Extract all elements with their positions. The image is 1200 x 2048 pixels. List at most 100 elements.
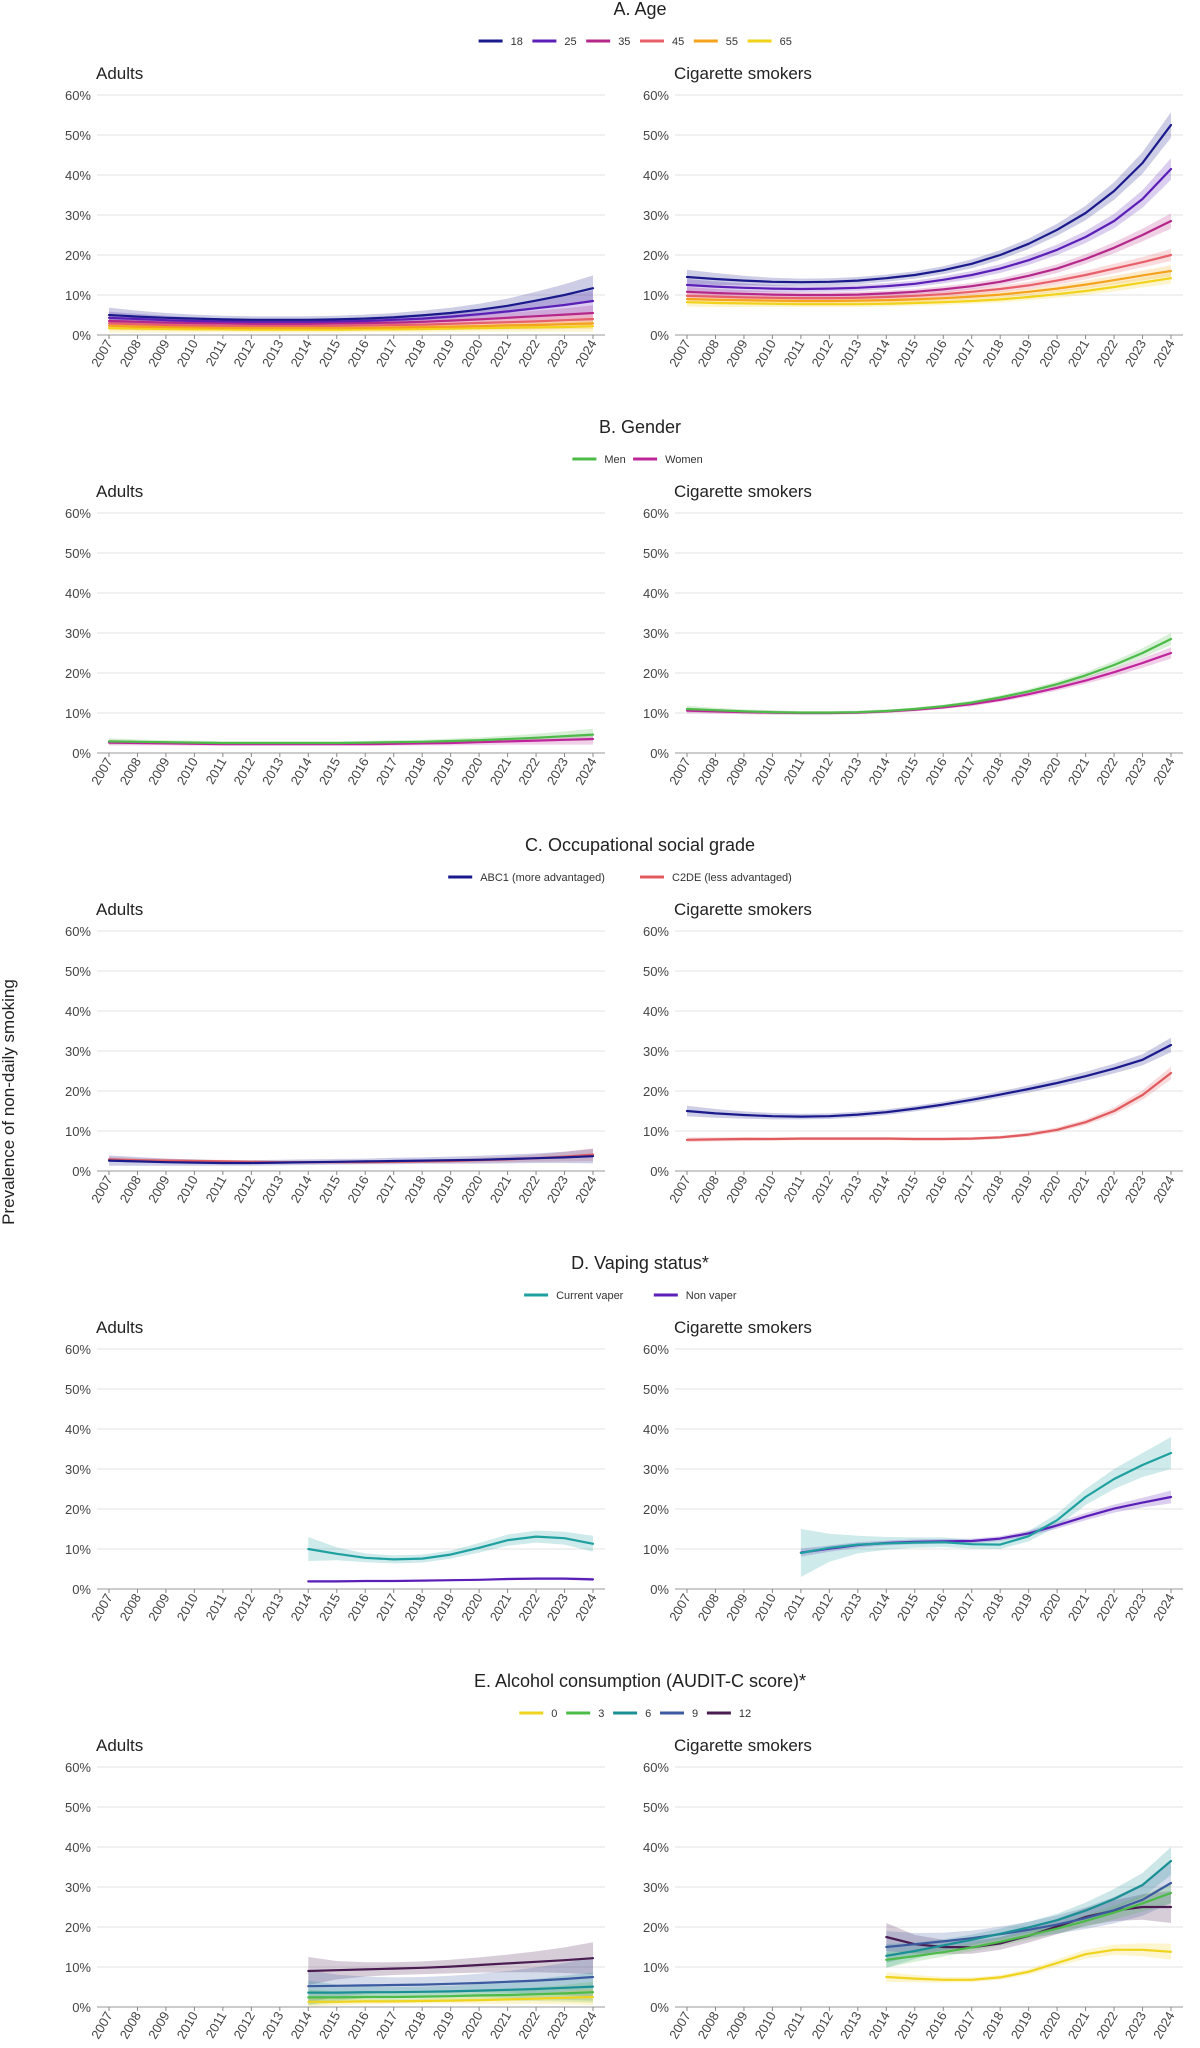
series-band — [886, 1863, 1171, 1963]
x-tick-label: 2023 — [544, 2009, 571, 2042]
series-band — [687, 633, 1171, 715]
series-line — [107, 325, 595, 331]
x-tick-label: 2022 — [515, 1173, 542, 1206]
y-tick-label: 20% — [643, 666, 669, 681]
x-tick-label: 2021 — [1065, 2009, 1092, 2042]
x-tick-label: 2008 — [695, 1591, 722, 1624]
x-tick-label: 2008 — [695, 2009, 722, 2042]
x-tick-label: 2010 — [174, 1591, 201, 1624]
series-line — [885, 1859, 1173, 1957]
x-tick-label: 2018 — [979, 1591, 1006, 1624]
y-tick-label: 40% — [65, 1422, 91, 1437]
series-line — [307, 1975, 595, 1988]
x-tick-label: 2014 — [287, 1173, 314, 1206]
x-tick-label: 2021 — [487, 1173, 514, 1206]
x-tick-label: 2013 — [837, 1591, 864, 1624]
y-tick-label: 10% — [643, 1960, 669, 1975]
x-tick-label: 2018 — [401, 1173, 428, 1206]
y-tick-label: 60% — [643, 506, 669, 521]
x-tick-label: 2011 — [781, 2009, 808, 2041]
legend-label: 45 — [672, 36, 684, 48]
x-tick-label: 2019 — [430, 1173, 457, 1206]
x-tick-label: 2015 — [316, 755, 343, 788]
y-tick-label: 0% — [650, 2000, 669, 2015]
panel-smokers: Cigarette smokers 0% 10% 20% 30% 40% 50% 60% 200… — [643, 900, 1183, 1206]
series-line — [685, 1071, 1173, 1141]
x-tick-label: 2015 — [894, 2009, 921, 2042]
y-tick-label: 0% — [72, 1582, 91, 1597]
panel-title: Adults — [96, 482, 143, 501]
y-tick-label: 50% — [65, 546, 91, 561]
series-band — [886, 1943, 1171, 1983]
x-tick-label: 2023 — [544, 755, 571, 788]
x-tick-label: 2013 — [259, 755, 286, 788]
x-tick-label: 2012 — [230, 1173, 257, 1206]
x-tick-label: 2009 — [145, 2009, 172, 2042]
y-tick-label: 20% — [65, 248, 91, 263]
x-tick-label: 2018 — [979, 2009, 1006, 2042]
x-tick-label: 2023 — [1122, 1173, 1149, 1206]
x-tick-label: 2024 — [1150, 337, 1177, 370]
x-tick-label: 2017 — [373, 1591, 400, 1624]
y-tick-label: 50% — [65, 964, 91, 979]
y-tick-label: 50% — [643, 964, 669, 979]
series-line — [307, 1991, 595, 1999]
y-tick-label: 10% — [643, 706, 669, 721]
x-tick-label: 2010 — [752, 1591, 779, 1624]
x-tick-label: 2023 — [1122, 755, 1149, 788]
x-tick-label: 2007 — [666, 1591, 693, 1624]
x-tick-label: 2007 — [88, 337, 115, 370]
x-tick-label: 2009 — [723, 337, 750, 370]
x-tick-label: 2010 — [752, 1173, 779, 1206]
y-tick-label: 30% — [65, 1880, 91, 1895]
x-tick-label: 2024 — [572, 2009, 599, 2042]
y-tick-label: 0% — [72, 328, 91, 343]
y-tick-label: 30% — [643, 626, 669, 641]
x-tick-label: 2023 — [544, 1173, 571, 1206]
y-tick-label: 10% — [65, 1542, 91, 1557]
y-tick-label: 50% — [65, 128, 91, 143]
legend-label: Men — [604, 454, 625, 466]
x-tick-label: 2018 — [979, 1173, 1006, 1206]
x-tick-label: 2020 — [458, 1173, 485, 1206]
y-tick-label: 0% — [650, 746, 669, 761]
series-line — [307, 1985, 595, 1994]
x-tick-label: 2009 — [723, 1591, 750, 1624]
x-tick-label: 2020 — [1036, 1591, 1063, 1624]
legend-label: 9 — [692, 1708, 698, 1720]
x-tick-label: 2018 — [979, 755, 1006, 788]
y-tick-label: 20% — [643, 1084, 669, 1099]
series-line — [107, 287, 595, 321]
x-tick-label: 2007 — [666, 755, 693, 788]
panel-smokers: Cigarette smokers 0% 10% 20% 30% 40% 50% 60% 200… — [643, 1736, 1183, 2042]
x-tick-label: 2021 — [1065, 1173, 1092, 1206]
series-line — [307, 1535, 595, 1561]
y-tick-label: 0% — [72, 2000, 91, 2015]
panel-title: Cigarette smokers — [674, 900, 812, 919]
x-tick-label: 2009 — [145, 755, 172, 788]
x-tick-label: 2020 — [458, 337, 485, 370]
y-tick-label: 30% — [643, 1880, 669, 1895]
chart-row: E. Alcohol consumption (AUDIT-C score)* 0… — [65, 1671, 1183, 2042]
y-tick-label: 20% — [643, 1920, 669, 1935]
x-tick-label: 2010 — [174, 337, 201, 370]
x-tick-label: 2024 — [572, 1173, 599, 1206]
x-tick-label: 2014 — [865, 2009, 892, 2042]
x-tick-label: 2014 — [287, 2009, 314, 2042]
legend-label: 35 — [618, 36, 630, 48]
y-tick-label: 40% — [65, 1840, 91, 1855]
y-axis-label: Prevalence of non-daily smoking — [0, 979, 18, 1225]
x-tick-label: 2017 — [373, 755, 400, 788]
series-line — [685, 123, 1173, 284]
y-tick-label: 20% — [643, 248, 669, 263]
x-tick-label: 2012 — [808, 2009, 835, 2042]
y-tick-label: 40% — [65, 586, 91, 601]
y-tick-label: 20% — [65, 1502, 91, 1517]
x-tick-label: 2022 — [515, 1591, 542, 1624]
x-tick-label: 2015 — [316, 337, 343, 370]
y-tick-label: 50% — [643, 1382, 669, 1397]
y-tick-label: 50% — [643, 128, 669, 143]
x-tick-label: 2011 — [781, 1591, 808, 1623]
